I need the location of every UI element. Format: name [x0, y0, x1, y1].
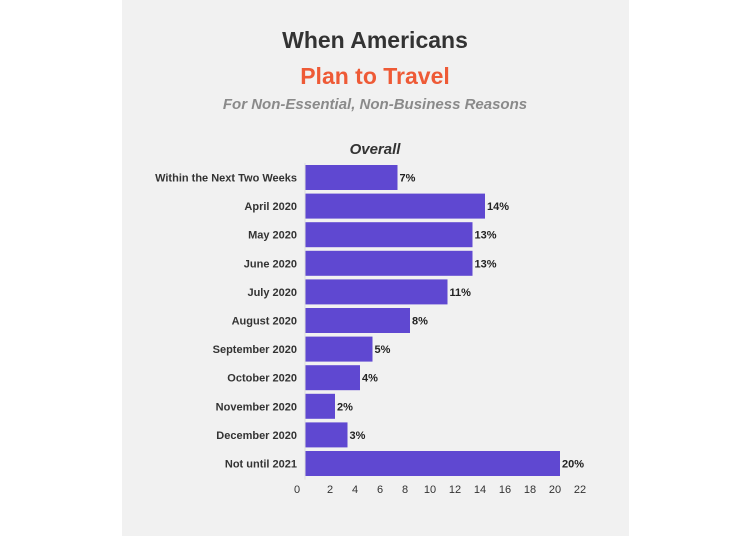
x-tick-label: 10 [424, 484, 436, 496]
title-line-2: Plan to Travel [300, 63, 450, 89]
chart-title: Overall [349, 141, 401, 158]
bar-5 [305, 308, 410, 333]
bar-7 [305, 365, 360, 391]
category-label: July 2020 [247, 287, 297, 299]
bar-2 [305, 222, 473, 248]
subtitle: For Non-Essential, Non-Business Reasons [222, 96, 528, 113]
title-line-1: When Americans [282, 27, 468, 53]
x-tick-label: 0 [294, 484, 300, 496]
x-tick-label: 4 [352, 484, 358, 496]
value-label: 8% [412, 316, 428, 328]
x-tick-label: 14 [474, 484, 486, 496]
x-tick-label: 6 [377, 484, 383, 496]
category-label: November 2020 [216, 401, 297, 413]
x-tick-label: 8 [402, 484, 408, 496]
value-label: 7% [400, 173, 416, 185]
category-label: May 2020 [248, 230, 297, 242]
category-label: October 2020 [227, 373, 297, 385]
value-label: 5% [375, 344, 391, 356]
x-tick-label: 20 [549, 484, 561, 496]
x-tick-label: 22 [574, 484, 586, 496]
x-tick-label: 12 [449, 484, 461, 496]
category-label: August 2020 [232, 316, 297, 328]
bar-8 [305, 393, 335, 419]
bar-0 [305, 165, 398, 190]
category-label: April 2020 [244, 201, 297, 213]
bar-4 [305, 279, 448, 305]
value-label: 3% [350, 430, 366, 442]
x-tick-label: 2 [327, 484, 333, 496]
value-label: 2% [337, 401, 353, 413]
bar-3 [305, 250, 473, 276]
category-label: September 2020 [213, 344, 297, 356]
category-label: Within the Next Two Weeks [155, 173, 297, 185]
value-label: 13% [475, 258, 497, 270]
bar-9 [305, 422, 348, 448]
category-label: December 2020 [216, 430, 297, 442]
bar-6 [305, 336, 373, 362]
value-label: 11% [450, 287, 472, 299]
value-label: 13% [475, 230, 497, 242]
value-label: 20% [562, 459, 584, 471]
bar-10 [305, 451, 560, 476]
value-label: 4% [362, 373, 378, 385]
value-label: 14% [487, 201, 509, 213]
bar-1 [305, 193, 485, 219]
x-tick-label: 16 [499, 484, 511, 496]
category-label: Not until 2021 [225, 459, 297, 471]
x-tick-label: 18 [524, 484, 536, 496]
category-label: June 2020 [244, 258, 297, 270]
